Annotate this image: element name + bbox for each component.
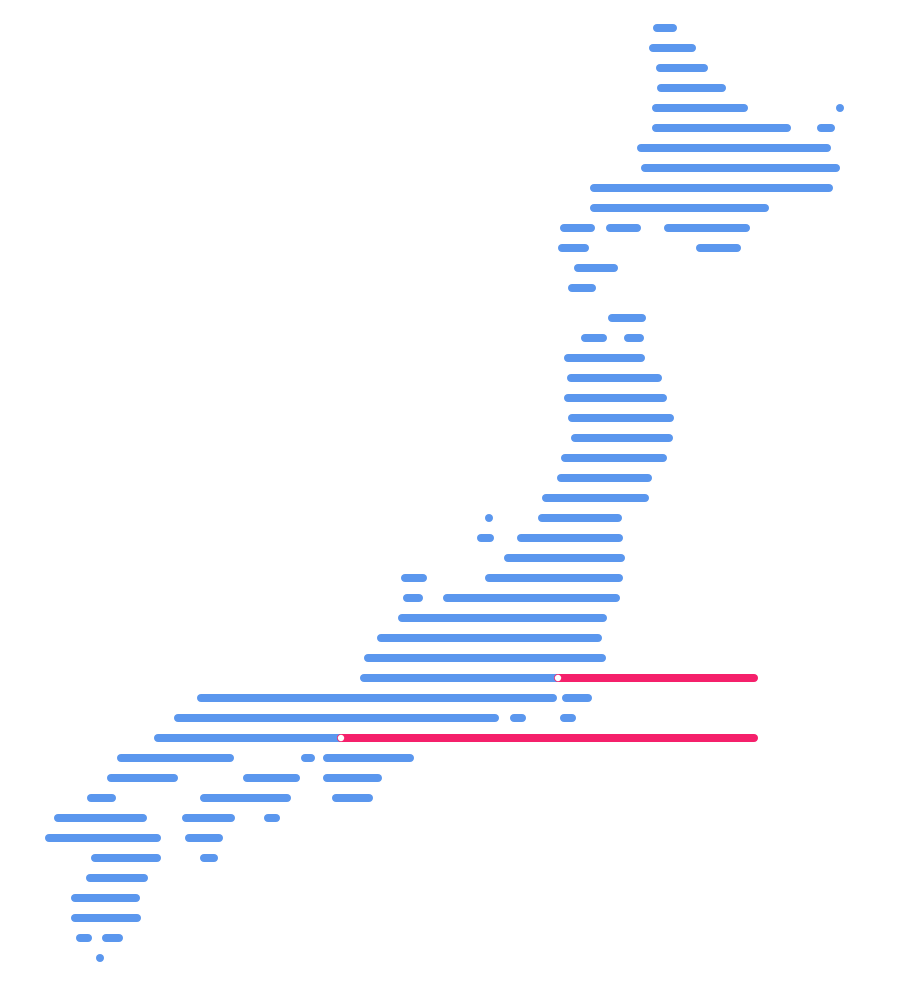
highlight-segments: [337, 674, 758, 742]
land-segments: [45, 24, 844, 962]
highlight-markers: [337, 674, 562, 742]
highlight-start-marker: [554, 674, 562, 682]
highlight-start-marker: [337, 734, 345, 742]
